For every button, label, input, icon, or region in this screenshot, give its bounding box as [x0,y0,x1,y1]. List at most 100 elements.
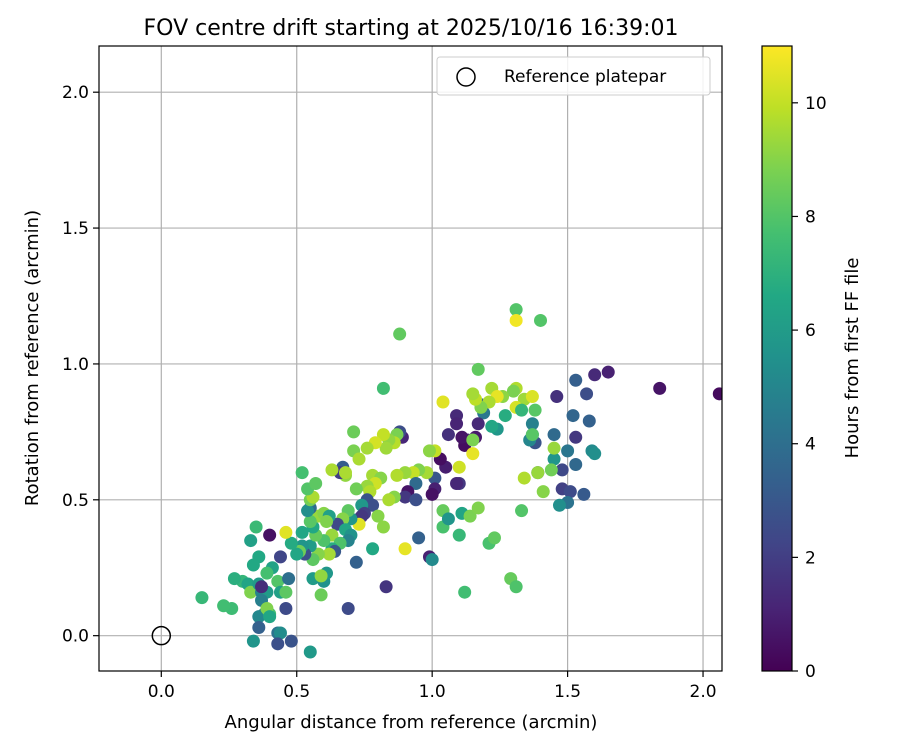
data-point [244,585,258,599]
data-point [547,452,561,466]
colorbar-tick-label: 0 [805,662,816,682]
data-point [550,390,564,404]
data-point [485,419,499,433]
data-point [349,482,363,496]
data-point [303,645,317,659]
colorbar-tick-label: 4 [805,435,816,455]
data-point [412,531,426,545]
data-point [422,444,436,458]
data-point [436,395,450,409]
data-point [273,550,287,564]
data-point [450,477,464,490]
data-point [441,428,455,442]
data-point [376,381,390,395]
data-point [525,390,539,404]
data-point [376,428,390,442]
legend-box [436,56,711,96]
data-point [246,634,260,648]
data-point [552,498,566,512]
data-point [338,466,352,480]
gridlines [99,46,722,671]
data-point [653,381,667,395]
data-point [398,542,412,556]
data-point [295,525,309,539]
data-point [455,430,469,444]
data-point [471,417,485,431]
data-point [379,441,393,455]
data-point [498,409,512,423]
data-point [366,498,380,512]
data-point [314,588,328,602]
data-point [279,602,293,615]
data-point [561,444,575,458]
data-point [425,487,439,501]
data-point [295,466,309,480]
data-point [393,327,407,341]
data-point [390,468,404,482]
data-point [588,447,602,461]
x-axis-label: Angular distance from reference (arcmin) [225,712,598,733]
data-point [282,572,296,586]
data-point [347,425,361,439]
data-point [249,520,263,534]
data-point [471,501,485,515]
data-point [525,428,539,442]
data-point [452,528,466,542]
data-point [382,493,396,507]
data-point [371,509,385,523]
data-point [544,463,558,477]
data-point [466,387,480,401]
data-point [263,610,277,624]
data-point [450,417,464,431]
data-point [195,591,209,605]
colorbar-tick-label: 2 [805,548,816,568]
data-point [517,471,531,485]
data-point [360,441,374,455]
data-point [273,626,287,640]
colorbar-tick-label: 8 [805,207,816,227]
data-point [366,542,380,556]
colorbar-tick-label: 6 [805,321,816,341]
data-point [349,555,363,569]
reference-platepar-marker [151,625,172,646]
data-point [409,477,423,490]
data-point [712,387,722,401]
data-point [255,580,269,594]
data-point [379,580,393,594]
data-point [252,621,266,635]
x-tick-label: 0.0 [148,682,175,702]
colorbar-gradient [762,46,792,671]
y-tick-label: 0.5 [62,491,89,511]
data-point [271,574,285,588]
colorbar-ticks: 0 2 4 6 8 10 [792,94,827,682]
data-point [566,409,580,423]
data-point [555,463,569,477]
data-point [290,547,304,561]
x-tick-label: 2.0 [690,682,717,702]
data-point [314,569,328,583]
data-point [284,634,298,648]
data-point [588,368,602,382]
data-point [320,515,334,529]
data-point [244,534,258,548]
axis-ticks: 0.0 0.5 1.0 1.5 2.0 0.0 0.5 1.0 1.5 2.0 [62,83,717,702]
data-points [195,303,722,659]
data-point [425,553,439,567]
y-tick-label: 2.0 [62,83,89,103]
x-tick-label: 1.0 [419,682,446,702]
data-point [303,515,317,529]
legend-marker-icon [456,67,476,87]
y-tick-label: 0.0 [62,627,89,647]
data-point [463,509,477,523]
data-point [531,466,545,480]
data-point [569,430,583,444]
data-point [452,460,466,474]
data-point [246,558,260,572]
data-point [466,447,480,461]
data-point [458,585,472,599]
data-point [471,362,485,376]
colorbar-label: Hours from first FF file [842,258,863,459]
data-point [301,504,315,518]
data-point [487,531,501,545]
